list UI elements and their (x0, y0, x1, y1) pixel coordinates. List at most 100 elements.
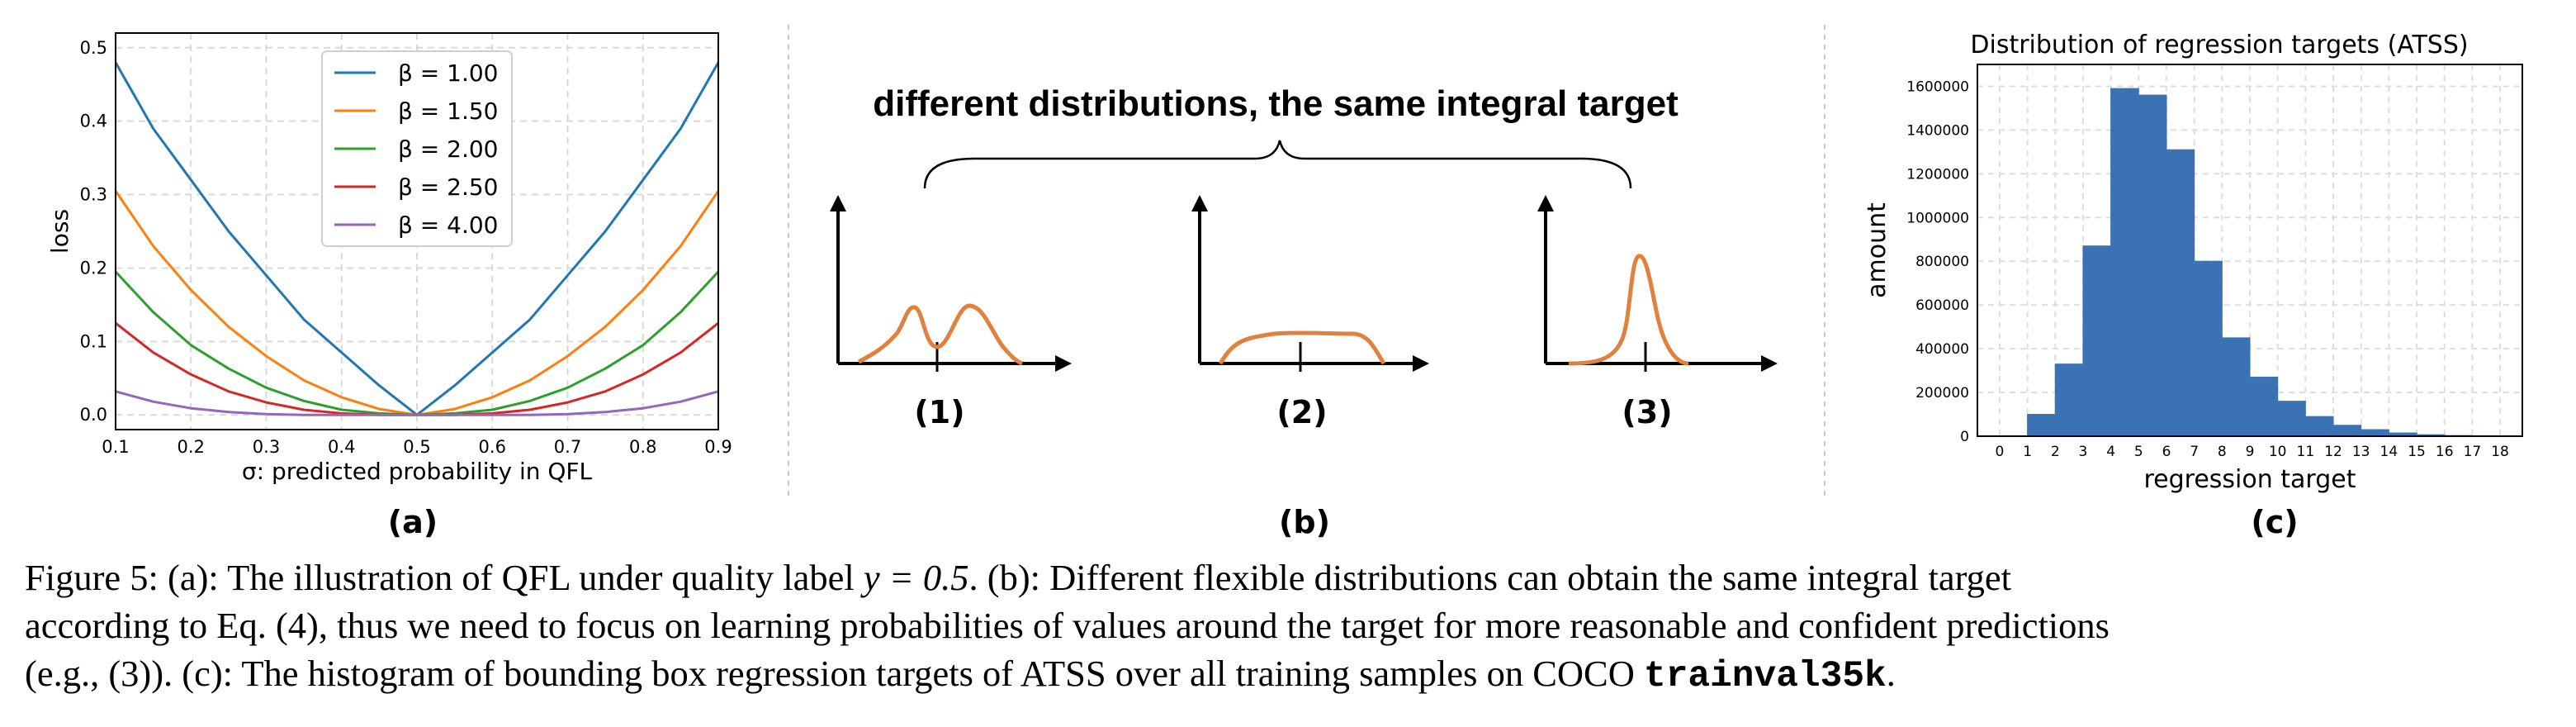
panel-c-ticks: 0 1 2 3 4 5 6 7 8 9 10 11 12 13 14 15 16 17 18020000040000… (1906, 78, 2509, 460)
panel-c-xtick: 1 (2023, 444, 2032, 460)
panel-a-ylabel: loss (46, 209, 73, 254)
distribution-plot-1: (1) (830, 195, 1072, 430)
distribution-curve-2 (1218, 330, 1386, 365)
histogram-bar (2110, 88, 2139, 437)
panel-c-xtick: 3 (2079, 444, 2088, 460)
distribution-curve-3 (1568, 254, 1689, 366)
y-arrow-2 (1191, 195, 1208, 211)
panel-c-xlabel: regression target (2143, 465, 2356, 494)
distribution-plot-3: (3) (1537, 195, 1778, 430)
panel-a-xtick: 0.2 (178, 437, 205, 457)
panel-c-xtick: 18 (2491, 444, 2509, 460)
panel-c-xtick: 0 (1996, 444, 2005, 460)
panel-a-xtick: 0.7 (554, 437, 581, 457)
series-line-5 (115, 390, 719, 416)
histogram-bar (2221, 337, 2251, 437)
panel-c-histogram: Distribution of regression targets (ATSS… (1863, 31, 2523, 540)
caption-math: y = 0.5 (863, 557, 969, 598)
panel-a-qfl-plot: 0.1 0.2 0.3 0.4 0.5 0.6 0.7 0.8 0.9 0.0 0.1 0.2 0.3 0… (46, 32, 732, 540)
panel-c-xtick: 13 (2352, 444, 2370, 460)
histogram-bar (2082, 245, 2112, 437)
panel-c-ytick: 800000 (1915, 254, 1969, 270)
panel-c-xtick: 6 (2162, 444, 2171, 460)
panel-a-xtick: 0.1 (102, 437, 129, 457)
panel-b-distributions: different distributions, the same integr… (830, 83, 1778, 540)
sub-label-3: (3) (1622, 394, 1672, 430)
panel-c-xtick: 4 (2106, 444, 2115, 460)
panel-c-xtick: 12 (2324, 444, 2342, 460)
panel-a-xtick: 0.6 (479, 437, 506, 457)
panel-c-xtick: 15 (2408, 444, 2426, 460)
histogram-bar (2138, 94, 2167, 437)
caption-code: trainval35k (1643, 656, 1887, 697)
caption-line-3: (e.g., (3)). (c): The histogram of bound… (25, 649, 2551, 701)
histogram-bar (2054, 364, 2084, 437)
histogram-bar (2361, 429, 2389, 437)
panel-c-ylabel: amount (1863, 202, 1892, 298)
panel-c-xtick: 2 (2051, 444, 2060, 460)
sub-label-1: (1) (914, 394, 964, 430)
panel-c-xtick: 7 (2190, 444, 2199, 460)
panel-a-series (114, 61, 720, 416)
panel-b-label: (b) (1279, 504, 1330, 540)
histogram-bar (2277, 401, 2306, 437)
panel-c-ytick: 200000 (1915, 385, 1969, 402)
panel-c-ytick: 400000 (1915, 341, 1969, 358)
panel-c-xtick: 14 (2380, 444, 2398, 460)
panel-c-axes-frame (1977, 64, 2523, 437)
caption-text-1b: . (b): Different flexible distributions … (968, 557, 2012, 598)
panel-c-xtick: 8 (2218, 444, 2227, 460)
panel-b-title: different distributions, the same integr… (873, 83, 1679, 124)
figure-caption: Figure 5: (a): The illustration of QFL u… (25, 554, 2551, 701)
panel-c-bars (2027, 88, 2473, 437)
panel-a-ytick: 0.1 (80, 331, 107, 351)
panel-c-ytick: 1400000 (1906, 122, 1969, 139)
histogram-bar (2194, 260, 2223, 437)
panel-a-xtick: 0.9 (704, 437, 732, 457)
legend-box (321, 50, 513, 247)
panel-a-ytick: 0.3 (80, 185, 107, 205)
caption-text-3b: . (1886, 653, 1896, 694)
panel-a-ytick: 0.2 (80, 258, 107, 278)
histogram-bar (2027, 414, 2056, 437)
histogram-bar (2166, 149, 2195, 437)
histogram-bar (2332, 425, 2362, 437)
x-arrow-1 (1055, 355, 1072, 372)
panel-c-xtick: 9 (2246, 444, 2255, 460)
legend-label-beta-2: β = 2.00 (398, 135, 498, 163)
panel-c-label: (c) (2251, 504, 2298, 540)
panel-c-ytick: 1600000 (1906, 78, 1969, 95)
panel-a-axes-frame (115, 32, 719, 430)
legend-label-beta-1: β = 1.00 (398, 59, 498, 87)
panel-c-ytick: 1000000 (1906, 210, 1969, 226)
panel-c-xtick: 11 (2297, 444, 2315, 460)
x-arrow-2 (1413, 355, 1429, 372)
histogram-bar (2249, 377, 2279, 437)
legend-label-beta-4: β = 4.00 (398, 211, 498, 239)
panel-c-ytick: 1200000 (1906, 166, 1969, 183)
panel-c-xtick: 10 (2269, 444, 2287, 460)
caption-line-2: according to Eq. (4), thus we need to fo… (25, 605, 2110, 646)
panel-c-xtick: 16 (2436, 444, 2454, 460)
legend-label-beta-1-5: β = 1.50 (398, 97, 498, 125)
panel-c-title: Distribution of regression targets (ATSS… (1970, 31, 2468, 59)
caption-text-3a: (e.g., (3)). (c): The histogram of bound… (25, 653, 1644, 694)
panel-a-ytick: 0.0 (80, 405, 107, 425)
panel-c-ytick: 0 (1960, 429, 1969, 445)
brace (923, 140, 1632, 189)
caption-text-1a: Figure 5: (a): The illustration of QFL u… (25, 557, 864, 598)
histogram-bar (2304, 416, 2334, 437)
sub-label-2: (2) (1276, 394, 1327, 430)
panel-c-xtick: 5 (2134, 444, 2143, 460)
panel-a-legend: β = 1.00 β = 1.50 β = 2.00 β = 2.50 β = … (321, 50, 513, 247)
panel-a-xtick: 0.5 (403, 437, 430, 457)
panel-a-ytick: 0.4 (80, 112, 107, 131)
panel-c-xtick: 17 (2464, 444, 2482, 460)
y-arrow-1 (830, 195, 846, 211)
panel-a-xtick: 0.8 (629, 437, 656, 457)
x-arrow-3 (1761, 355, 1778, 372)
panel-a-xtick: 0.3 (253, 437, 280, 457)
y-arrow-3 (1537, 195, 1554, 211)
panel-c-ytick: 600000 (1915, 297, 1969, 314)
